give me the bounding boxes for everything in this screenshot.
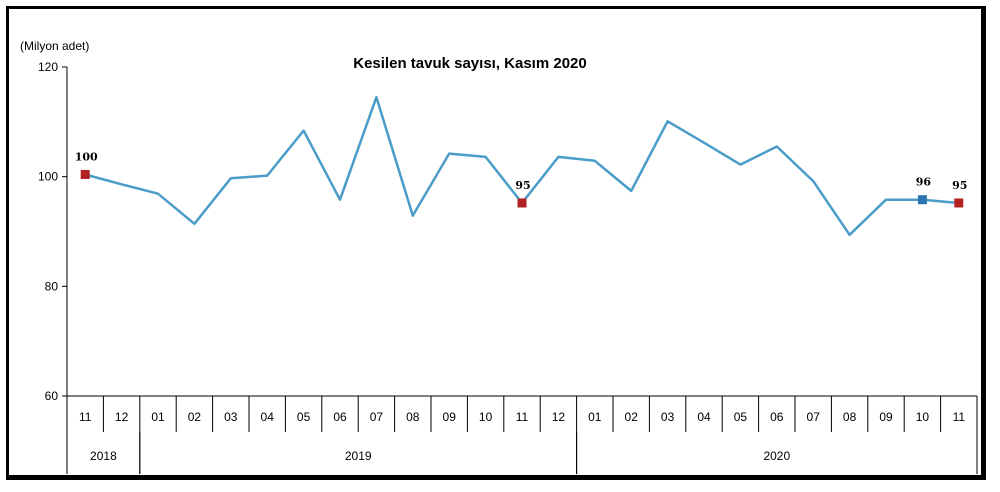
year-label: 2019 — [345, 449, 372, 463]
x-tick-label: 06 — [770, 410, 784, 424]
chart-title: Kesilen tavuk sayısı, Kasım 2020 — [353, 55, 586, 72]
x-tick-label: 08 — [406, 410, 420, 424]
y-tick-label: 60 — [45, 389, 59, 403]
y-tick-label: 120 — [38, 60, 58, 74]
x-tick-label: 02 — [625, 410, 639, 424]
year-label: 2018 — [90, 449, 117, 463]
x-tick-label: 01 — [151, 410, 165, 424]
x-tick-label: 10 — [479, 410, 493, 424]
x-tick-label: 11 — [953, 410, 966, 424]
x-tick-label: 08 — [843, 410, 857, 424]
x-tick-label: 04 — [261, 410, 275, 424]
x-tick-label: 01 — [588, 410, 602, 424]
axes: 60 80 100 120 — [38, 60, 977, 403]
chart-frame — [6, 6, 986, 480]
x-tick-label: 06 — [333, 410, 347, 424]
x-tick-label: 12 — [115, 410, 129, 424]
data-label: 95 — [515, 179, 530, 192]
x-tick-label: 12 — [552, 410, 566, 424]
y-tick-label: 80 — [45, 279, 59, 293]
highlight-marker — [954, 198, 964, 208]
x-tick-label: 07 — [807, 410, 821, 424]
data-label: 96 — [916, 176, 932, 189]
x-axis-categories: 11 12 01 02 03 04 05 06 07 08 09 10 11 12 01 02 03 04 05 06… — [66, 396, 978, 474]
x-tick-label: 05 — [297, 410, 311, 424]
x-tick-label: 11 — [516, 410, 529, 424]
x-tick-label: 04 — [697, 410, 711, 424]
x-tick-label: 11 — [79, 410, 92, 424]
x-tick-label: 03 — [661, 410, 675, 424]
series-line — [84, 95, 959, 237]
x-tick-label: 09 — [879, 410, 893, 424]
y-axis-label: (Milyon adet) — [20, 39, 89, 53]
x-tick-label: 09 — [443, 410, 457, 424]
highlight-marker — [80, 169, 90, 179]
x-tick-label: 02 — [188, 410, 202, 424]
x-tick-label: 05 — [734, 410, 748, 424]
x-tick-label: 10 — [916, 410, 930, 424]
highlight-marker — [917, 195, 927, 205]
series-group — [84, 95, 959, 237]
x-tick-label: 07 — [370, 410, 384, 424]
data-label: 100 — [75, 150, 98, 163]
data-label: 95 — [952, 179, 967, 192]
marker-group: 100 95 96 95 — [75, 150, 967, 208]
x-tick-label: 03 — [224, 410, 238, 424]
highlight-marker — [517, 198, 527, 208]
year-label: 2020 — [763, 449, 790, 463]
y-tick-label: 100 — [38, 170, 58, 184]
